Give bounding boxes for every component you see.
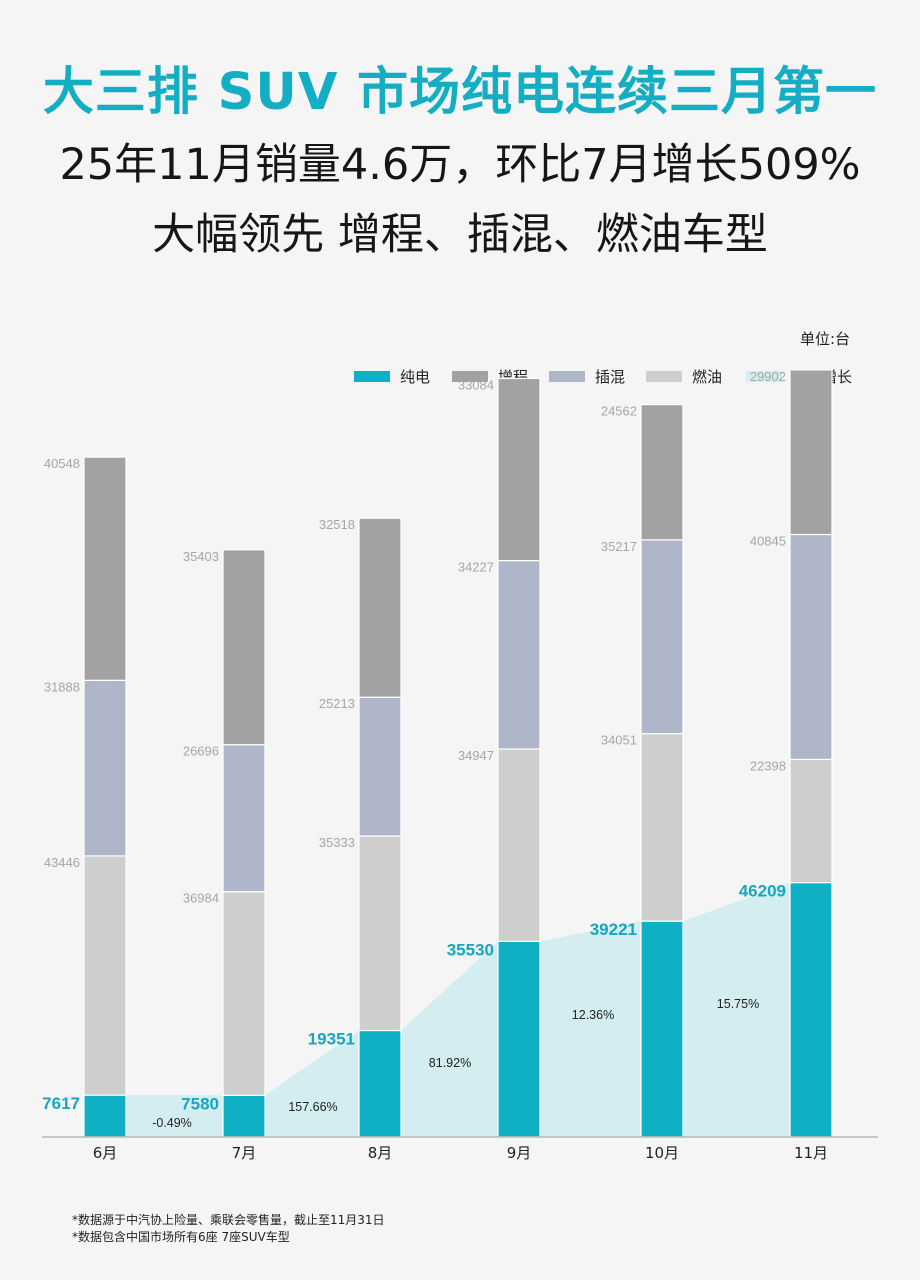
bar-phev-5 xyxy=(789,533,833,760)
x-tick-label: 9月 xyxy=(507,1144,532,1162)
label-ice-4: 34051 xyxy=(601,733,637,748)
bar-ice-3 xyxy=(497,748,541,942)
label-bev-4: 39221 xyxy=(590,920,637,939)
bar-phev-0 xyxy=(83,679,127,857)
legend-swatch-growth xyxy=(746,371,782,382)
growth-label-0: -0.49% xyxy=(152,1116,192,1130)
label-ice-1: 36984 xyxy=(183,891,219,906)
bar-phev-2 xyxy=(358,696,402,837)
bar-phev-1 xyxy=(222,744,266,893)
bar-ice-5 xyxy=(789,758,833,884)
x-tick-label: 8月 xyxy=(368,1144,393,1162)
bar-bev-0 xyxy=(83,1094,127,1138)
legend-item-ice: 燃油 xyxy=(646,366,722,387)
label-phev-2: 25213 xyxy=(319,696,355,711)
growth-label-1: 157.66% xyxy=(288,1100,337,1114)
label-bev-5: 46209 xyxy=(739,882,786,901)
label-bev-3: 35530 xyxy=(447,940,494,959)
bar-erev-5 xyxy=(789,369,833,536)
bar-bev-2 xyxy=(358,1029,402,1138)
legend-label-phev: 插混 xyxy=(595,368,626,386)
bar-erev-4 xyxy=(640,404,684,541)
bar-ice-4 xyxy=(640,732,684,922)
legend-swatch-ice xyxy=(646,371,682,382)
bar-bev-4 xyxy=(640,920,684,1138)
page-title: 大三排 SUV 市场纯电连续三月第一 xyxy=(42,63,878,122)
label-erev-1: 35403 xyxy=(183,549,219,564)
bar-bev-5 xyxy=(789,881,833,1138)
legend-item-bev: 纯电 xyxy=(354,366,430,387)
bar-bev-1 xyxy=(222,1094,266,1138)
label-bev-1: 7580 xyxy=(181,1094,219,1113)
label-erev-5: 29902 xyxy=(750,369,786,384)
bar-ice-1 xyxy=(222,891,266,1096)
subtitle-line-1: 25年11月销量4.6万，环比7月增长509% xyxy=(59,140,861,190)
legend-label-ice: 燃油 xyxy=(692,368,723,386)
growth-label-4: 15.75% xyxy=(717,997,759,1011)
unit-label: 单位:台 xyxy=(799,330,850,348)
label-ice-2: 35333 xyxy=(319,835,355,850)
label-phev-0: 31888 xyxy=(44,679,80,694)
bar-phev-3 xyxy=(497,559,541,750)
bar-bev-3 xyxy=(497,940,541,1138)
label-phev-3: 34227 xyxy=(458,560,494,575)
legend-label-bev: 纯电 xyxy=(400,368,431,386)
x-tick-label: 6月 xyxy=(93,1144,118,1162)
label-ice-5: 22398 xyxy=(750,758,786,773)
legend-swatch-phev xyxy=(549,371,585,382)
label-bev-2: 19351 xyxy=(308,1030,355,1049)
footnote-scope: *数据包含中国市场所有6座 7座SUV车型 xyxy=(72,1230,290,1244)
legend-swatch-bev xyxy=(354,371,390,382)
subtitle-line-2: 大幅领先 增程、插混、燃油车型 xyxy=(152,210,768,260)
bar-phev-4 xyxy=(640,539,684,735)
label-phev-5: 40845 xyxy=(750,534,786,549)
label-erev-2: 32518 xyxy=(319,517,355,532)
label-ice-3: 34947 xyxy=(458,748,494,763)
label-phev-1: 26696 xyxy=(183,744,219,759)
growth-label-3: 12.36% xyxy=(572,1008,614,1022)
label-erev-3: 33084 xyxy=(458,378,494,393)
x-tick-label: 11月 xyxy=(794,1144,828,1162)
bar-erev-2 xyxy=(358,517,402,698)
bar-ice-2 xyxy=(358,835,402,1032)
growth-label-2: 81.92% xyxy=(429,1056,471,1070)
label-phev-4: 35217 xyxy=(601,539,637,554)
x-tick-label: 10月 xyxy=(645,1144,679,1162)
legend-item-phev: 插混 xyxy=(549,366,625,387)
label-erev-0: 40548 xyxy=(44,456,80,471)
footnote-source: *数据源于中汽协上险量、乘联会零售量，截止至11月31日 xyxy=(72,1213,385,1227)
bar-erev-0 xyxy=(83,456,127,681)
label-bev-0: 7617 xyxy=(42,1094,80,1113)
bar-erev-3 xyxy=(497,377,541,562)
bar-ice-0 xyxy=(83,855,127,1096)
legend-swatch-erev xyxy=(452,371,488,382)
bar-erev-1 xyxy=(222,549,266,746)
label-erev-4: 24562 xyxy=(601,404,637,419)
label-ice-0: 43446 xyxy=(44,855,80,870)
x-tick-label: 7月 xyxy=(232,1144,257,1162)
